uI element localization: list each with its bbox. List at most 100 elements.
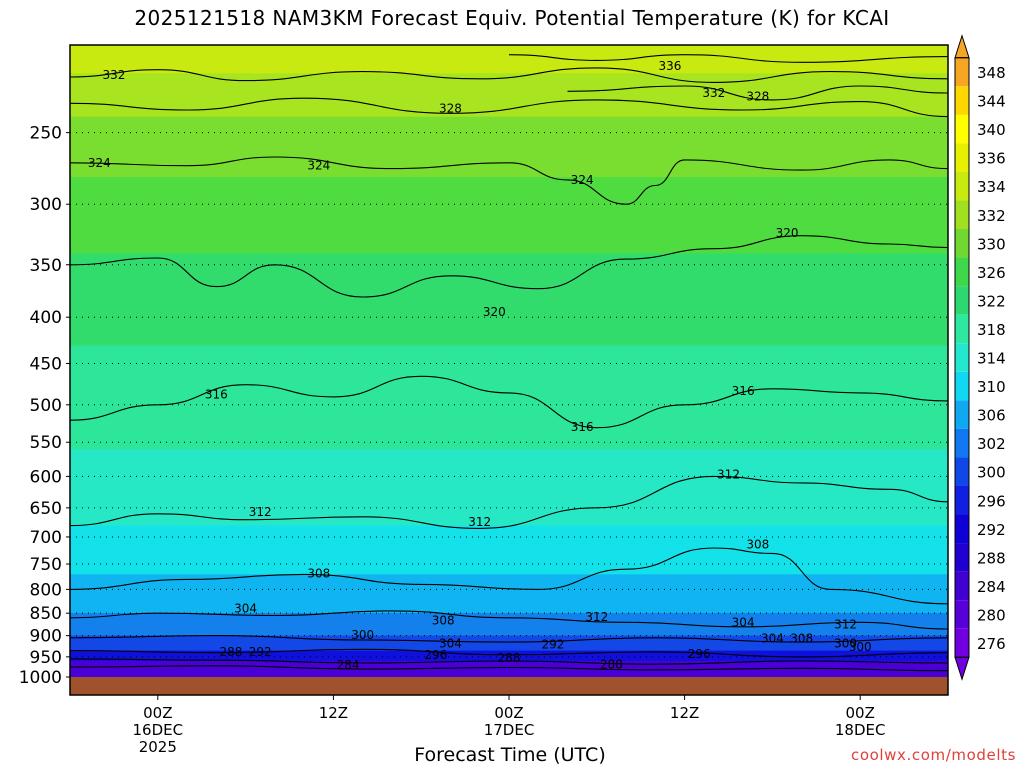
contour-label: 312 [249, 505, 272, 519]
theta-e-band [70, 116, 948, 179]
theta-e-band [70, 613, 948, 637]
contour-label: 308 [790, 632, 813, 646]
colorbar-swatch [955, 229, 969, 258]
theta-e-band [70, 73, 948, 118]
colorbar-swatch [955, 571, 969, 601]
contour-line [70, 610, 948, 630]
colorbar-label: 314 [977, 350, 1006, 368]
colorbar-swatch [955, 457, 969, 486]
x-tick-label: 18DEC [835, 721, 886, 739]
contour-label: 288 [498, 651, 521, 665]
x-tick-label: 00Z [143, 704, 172, 722]
colorbar-label: 284 [977, 578, 1006, 596]
colorbar-swatch [955, 428, 969, 458]
colorbar-label: 330 [977, 235, 1006, 253]
colorbar-swatch [955, 543, 969, 572]
colorbar-label: 280 [977, 606, 1006, 624]
y-tick-label: 900 [30, 627, 62, 647]
contour-label: 332 [102, 68, 125, 82]
colorbar-label: 336 [977, 150, 1006, 168]
x-tick-label: 00Z [494, 704, 523, 722]
y-tick-label: 400 [30, 308, 62, 328]
contour-line [70, 156, 948, 205]
colorbar-swatch [955, 514, 969, 544]
colorbar-label: 302 [977, 435, 1006, 453]
contour-label: 288 [600, 658, 623, 672]
colorbar-swatch [955, 286, 969, 315]
ground-strip [70, 677, 948, 695]
y-tick-label: 600 [30, 467, 62, 487]
contour-line [70, 635, 948, 643]
colorbar-label: 348 [977, 64, 1006, 82]
contour-label: 300 [351, 628, 374, 642]
y-tick-label: 550 [30, 433, 62, 453]
colorbar-label: 300 [977, 464, 1006, 482]
colorbar-swatch [955, 343, 969, 372]
contour-line [70, 547, 948, 605]
contour-label: 296 [424, 648, 447, 662]
colorbar-swatch [955, 371, 969, 401]
colorbar-label: 334 [977, 178, 1006, 196]
colorbar-swatch [955, 86, 969, 115]
contour-label: 308 [746, 538, 769, 552]
contour-label: 308 [432, 614, 455, 628]
y-tick-label: 850 [30, 604, 62, 624]
y-tick-label: 450 [30, 354, 62, 374]
contour-label: 300 [849, 640, 872, 654]
colorbar-label: 344 [977, 93, 1006, 111]
colorbar-swatch [955, 171, 969, 201]
contour-label: 316 [732, 384, 755, 398]
x-axis-label: Forecast Time (UTC) [414, 744, 606, 766]
contour-label: 312 [585, 610, 608, 624]
x-tick-label: 12Z [319, 704, 348, 722]
y-tick-label: 350 [30, 256, 62, 276]
colorbar-swatch [955, 485, 969, 515]
colorbar-label: 332 [977, 207, 1006, 225]
contour-label: 292 [541, 637, 564, 651]
contour-label: 316 [571, 420, 594, 434]
theta-e-band [70, 525, 948, 576]
colorbar-swatch [955, 600, 969, 629]
contour-label: 324 [307, 159, 330, 173]
theta-e-band [70, 650, 948, 662]
colorbar-swatch [955, 143, 969, 172]
chart-title: 2025121518 NAM3KM Forecast Equiv. Potent… [134, 6, 890, 30]
y-tick-label: 750 [30, 555, 62, 575]
contour-label: 300 [834, 636, 857, 650]
contour-line [70, 375, 948, 429]
y-tick-label: 300 [30, 195, 62, 215]
contour-label: 304 [732, 615, 755, 629]
contour-label: 284 [337, 658, 360, 672]
contour-label: 336 [659, 59, 682, 73]
colorbar-label: 322 [977, 292, 1006, 310]
contour-line [70, 67, 948, 83]
contour-label: 328 [746, 89, 769, 103]
y-tick-label: 250 [30, 124, 62, 144]
colorbar-swatch [955, 400, 969, 429]
colorbar-label: 276 [977, 635, 1006, 653]
credit-text: coolwx.com/modelts [851, 746, 1016, 764]
contour-label: 316 [205, 387, 228, 401]
theta-e-band [70, 449, 948, 527]
colorbar-swatch [955, 57, 969, 87]
colorbar-swatch [955, 314, 969, 344]
contour-label: 304 [234, 602, 257, 616]
contour-label: 312 [717, 467, 740, 481]
colorbar-label: 340 [977, 121, 1006, 139]
theta-e-band [70, 574, 948, 615]
contour-line [567, 85, 948, 101]
colorbar-swatch [955, 200, 969, 230]
contour-label: 312 [834, 618, 857, 632]
contour-line [70, 97, 948, 118]
colorbar-label: 292 [977, 521, 1006, 539]
contour-label: 332 [702, 86, 725, 100]
colorbar-bottom-arrow [954, 656, 970, 681]
y-tick-label: 700 [30, 528, 62, 548]
y-tick-label: 950 [30, 648, 62, 668]
x-tick-label: 16DEC [133, 721, 184, 739]
theta-e-band [70, 345, 948, 451]
contour-label: 304 [439, 636, 462, 650]
contour-line [70, 648, 948, 658]
contour-label: 328 [439, 101, 462, 115]
contour-line [70, 235, 948, 298]
